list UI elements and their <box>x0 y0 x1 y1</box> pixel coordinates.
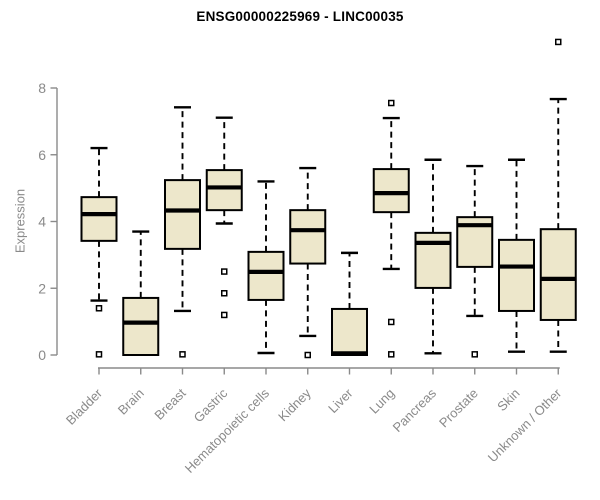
x-label-liver: Liver <box>325 385 356 416</box>
y-tick-label-4: 4 <box>38 214 46 230</box>
x-label-kidney: Kidney <box>275 385 314 424</box>
x-label-skin: Skin <box>494 386 522 414</box>
box-kidney <box>289 209 327 265</box>
box-lung <box>372 168 410 214</box>
box-liver <box>331 307 368 357</box>
outlier-lung-2 <box>388 351 395 358</box>
y-tick-label-0: 0 <box>38 347 46 363</box>
x-label-prostate: Prostate <box>436 386 481 431</box>
box-skin <box>498 238 535 312</box>
y-axis-title: Expression <box>12 188 28 254</box>
x-label-lung: Lung <box>366 386 397 417</box>
y-tick-label-8: 8 <box>38 80 46 96</box>
box-breast <box>164 179 201 250</box>
x-label-brain: Brain <box>115 386 147 418</box>
outlier-breast-0 <box>179 351 186 358</box>
outlier-gastric-1 <box>221 290 228 297</box>
x-label-gastric: Gastric <box>191 385 231 425</box>
y-tick-label-6: 6 <box>38 147 46 163</box>
outlier-bladder-0 <box>95 305 103 312</box>
outlier-unknown-other-0 <box>555 38 562 46</box>
box-bladder <box>80 196 118 242</box>
x-label-pancreas: Pancreas <box>390 385 440 435</box>
outlier-gastric-0 <box>221 268 228 275</box>
outlier-kidney-0 <box>304 351 311 359</box>
box-brain <box>122 296 160 356</box>
x-label-breast: Breast <box>151 385 188 422</box>
y-tick-label-2: 2 <box>38 280 46 296</box>
outlier-bladder-1 <box>95 351 103 358</box>
x-label-bladder: Bladder <box>63 385 106 428</box>
chart-title: ENSG00000225969 - LINC00035 <box>196 9 404 24</box>
outlier-lung-1 <box>388 318 395 326</box>
outlier-gastric-2 <box>221 311 228 319</box>
outlier-prostate-0 <box>471 351 478 358</box>
box-gastric <box>205 169 243 212</box>
box-unknown-other <box>539 228 577 321</box>
box-hematopoietic-cells <box>247 250 285 301</box>
x-label-unknown-other: Unknown / Other <box>485 385 565 465</box>
outlier-lung-0 <box>388 99 395 107</box>
